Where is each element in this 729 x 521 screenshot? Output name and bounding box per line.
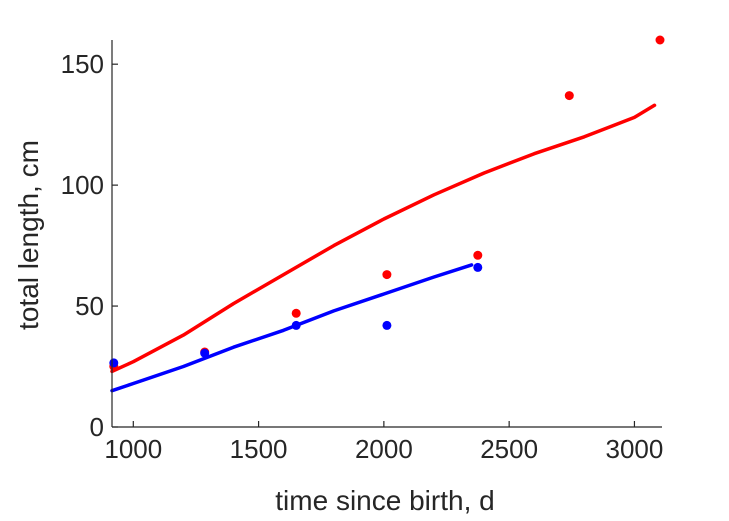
data-point-0-3 [382,270,392,280]
y-tick-label-0: 0 [90,412,104,442]
data-point-0-6 [655,35,665,45]
y-tick-label-50: 50 [75,291,104,321]
data-point-1-2 [291,320,301,330]
x-tick-label-1000: 1000 [104,434,162,464]
y-tick-label-100: 100 [61,170,104,200]
fit-curve-2 [110,103,657,374]
axes [111,40,662,428]
data-point-0-2 [291,308,301,318]
x-tick-label-3000: 3000 [606,434,664,464]
data-points [109,35,665,371]
fit-curves [110,103,657,393]
x-tick-label-2500: 2500 [480,434,538,464]
data-point-1-1 [200,348,210,358]
data-point-0-4 [473,250,483,260]
ticks: 1000 1500 2000 2500 3000 0 50 100 150 [61,49,664,464]
y-axis-label: total length, cm [13,140,44,330]
x-axis-label: time since birth, d [275,485,494,516]
data-point-1-4 [473,262,483,272]
data-point-1-0 [109,358,119,368]
fit-curve-3 [110,263,474,393]
y-tick-label-150: 150 [61,49,104,79]
x-tick-label-1500: 1500 [230,434,288,464]
data-point-0-5 [564,91,574,101]
x-tick-label-2000: 2000 [355,434,413,464]
data-point-1-3 [382,320,392,330]
